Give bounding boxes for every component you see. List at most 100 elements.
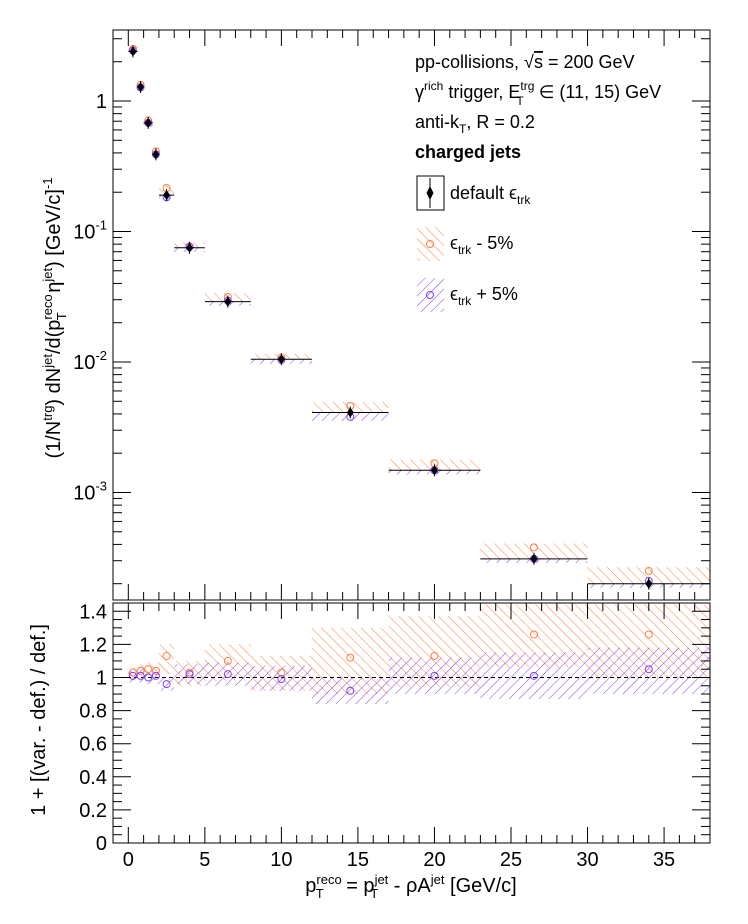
spectrum-point-default (152, 149, 160, 160)
legend-default-marker (426, 186, 434, 200)
annotation-jet-type: charged jets (415, 142, 521, 162)
legend-minus-marker (426, 240, 434, 248)
ratio-point-minus (529, 630, 538, 639)
spectrum-point-default (645, 578, 653, 589)
ratio-band-plus (312, 677, 389, 704)
spectrum-point-default (144, 117, 152, 128)
ratio-point-minus (644, 630, 653, 639)
ratio-panel: 0 0.2 0.4 0.6 0.8 1 1.2 1.4 0 5 10 15 20 25 30 35 1 + [… (28, 601, 711, 901)
ratio-point-plus (136, 671, 145, 680)
legend-minus-swatch (417, 227, 444, 261)
ratio-y-tick-label: 1.2 (79, 634, 107, 656)
ratio-point-minus (136, 666, 145, 675)
ratio-point-minus (223, 656, 232, 665)
ratio-hatched-bands (128, 604, 710, 704)
spectrum-panel: 10-3 10-2 10-1 1 (1/Ntrg) dNjet/d(precoT ηj… (40, 29, 711, 601)
spectrum-point-default (224, 296, 232, 307)
ratio-point-minus (430, 651, 439, 660)
ratio-band-plus (143, 669, 153, 685)
ratio-band-plus (128, 670, 138, 683)
legend-entry-minus: ϵtrk - 5% (417, 227, 513, 261)
legend-default-label: default ϵtrk (450, 183, 531, 207)
spectrum-point-default (163, 190, 171, 201)
annotation-trigger: γrich trigger, Etrg T ∈ (11, 15) GeV (415, 79, 661, 108)
ratio-data-points (128, 630, 653, 695)
ratio-point-plus (185, 670, 194, 679)
x-tick-label: 5 (199, 849, 210, 871)
legend-plus-marker (426, 291, 434, 299)
ratio-point-plus (346, 686, 355, 695)
x-tick-label: 15 (347, 849, 369, 871)
legend-entry-default: default ϵtrk (416, 175, 531, 211)
x-tick-label: 0 (123, 849, 134, 871)
ratio-y-tick-label: 0.8 (79, 701, 107, 723)
ratio-point-plus (277, 675, 286, 684)
ratio-point-minus (346, 653, 355, 662)
ratio-frame (112, 602, 711, 844)
ratio-band-plus (158, 677, 175, 691)
ratio-point-plus (223, 670, 232, 679)
x-tick-label: 10 (270, 849, 292, 871)
ratio-y-tick-label: 1.4 (79, 601, 107, 623)
annotation-collision: pp-collisions, √s = 200 GeV (415, 52, 635, 72)
ratio-band-plus (587, 647, 710, 695)
ratio-point-plus (128, 671, 137, 680)
ratio-point-plus (430, 671, 439, 680)
spectrum-frame (112, 29, 711, 601)
spectrum-point-default (186, 242, 194, 253)
ratio-y-tick-label: 0 (96, 833, 107, 855)
ratio-point-plus (144, 673, 153, 682)
spectrum-point-default (129, 46, 137, 57)
annotation-algorithm: anti-kT, R = 0.2 (415, 112, 535, 136)
ratio-band-plus (174, 664, 205, 685)
spectrum-point-default (346, 407, 354, 418)
ratio-band-plus (250, 665, 312, 691)
ratio-band-plus (137, 669, 144, 683)
spectrum-point-default (430, 465, 438, 476)
legend-minus-label: ϵtrk - 5% (450, 233, 513, 257)
spectrum-point-default (277, 354, 285, 365)
x-tick-label: 35 (653, 849, 675, 871)
ratio-band-plus (480, 652, 588, 699)
ratio-point-plus (644, 665, 653, 674)
ratio-point-plus (151, 671, 160, 680)
legend-default-box (416, 175, 445, 211)
ratio-axes: 0 0.2 0.4 0.6 0.8 1 1.2 1.4 0 5 10 15 20 25 30 35 (79, 601, 711, 871)
ratio-y-tick-label: 0.6 (79, 734, 107, 756)
ratio-band-plus (152, 669, 159, 685)
spectrum-point-minus (529, 543, 538, 552)
spectrum-y-tick-label: 10-1 (73, 217, 107, 243)
spectrum-point-default (530, 553, 538, 564)
ratio-point-minus (144, 665, 153, 674)
ratio-y-tick-label: 0.2 (79, 800, 107, 822)
spectrum-data-points (128, 45, 710, 590)
ratio-y-axis-label: 1 + [(var. - def.) / def.] (28, 624, 50, 816)
x-tick-label: 25 (500, 849, 522, 871)
spectrum-band-minus (587, 567, 710, 584)
ratio-y-tick-label: 1 (96, 667, 107, 689)
spectrum-y-axis-label: (1/Ntrg) dNjet/d(precoT ηjet) [GeV/c]-1 (40, 177, 69, 458)
legend: default ϵtrk ϵtrk - 5% ϵtrk + 5% (416, 175, 531, 312)
ratio-band-plus (204, 662, 251, 686)
ratio-y-tick-label: 0.4 (79, 767, 107, 789)
plot-annotations: pp-collisions, √s = 200 GeV γrich trigge… (415, 52, 661, 162)
ratio-point-plus (529, 671, 538, 680)
spectrum-y-tick-label: 10-3 (73, 478, 107, 504)
legend-plus-label: ϵtrk + 5% (450, 284, 518, 308)
x-tick-label: 20 (423, 849, 445, 871)
legend-plus-swatch (417, 278, 444, 312)
spectrum-axes: 10-3 10-2 10-1 1 (73, 29, 711, 601)
ratio-band-plus (388, 657, 481, 695)
spectrum-point-default (137, 82, 145, 93)
ratio-point-minus (151, 666, 160, 675)
spectrum-y-tick-label: 1 (96, 91, 107, 113)
ratio-point-plus (162, 680, 171, 689)
ratio-point-minus (162, 651, 171, 660)
ratio-point-minus (128, 668, 137, 677)
spectrum-y-tick-label: 10-2 (73, 348, 107, 374)
legend-entry-plus: ϵtrk + 5% (417, 278, 518, 312)
spectrum-point-minus (644, 567, 653, 576)
x-tick-label: 30 (576, 849, 598, 871)
x-axis-label: preco T = pjet T - ρAjet [GeV/c] (305, 872, 516, 901)
